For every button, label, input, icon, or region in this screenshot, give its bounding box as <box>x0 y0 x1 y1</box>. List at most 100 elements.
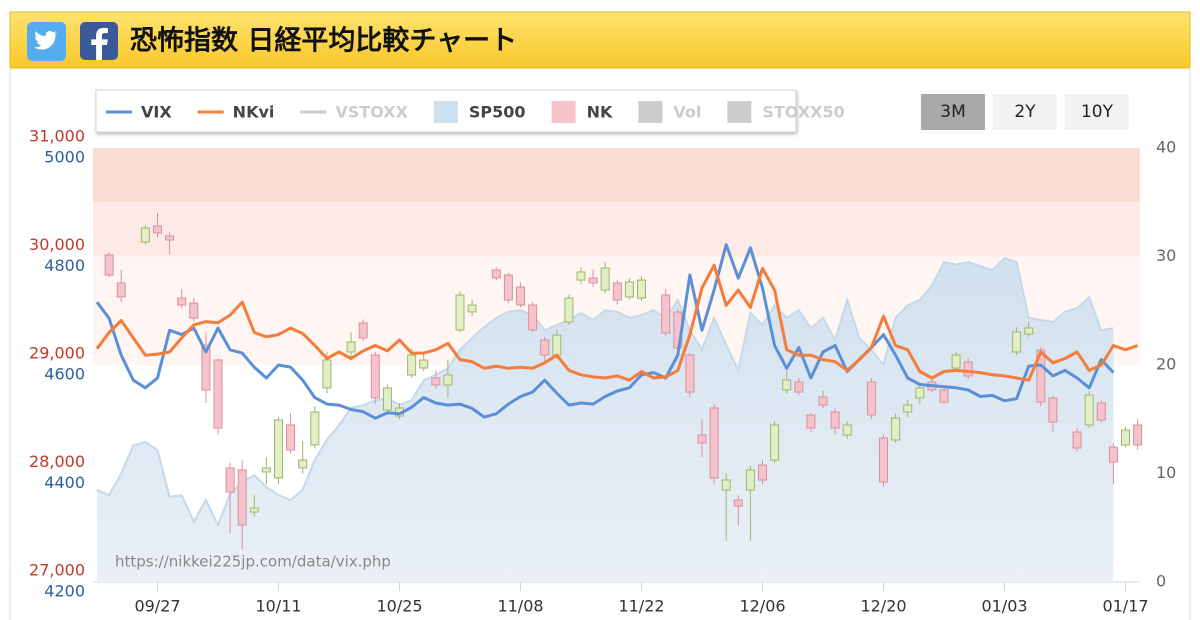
candle-body <box>600 267 610 291</box>
y-tick-label: 28,000 <box>29 452 85 471</box>
candle-body <box>903 404 913 413</box>
candle-body <box>286 424 296 451</box>
candle-body <box>1024 327 1034 335</box>
area-line <box>96 256 1114 528</box>
legend-label: Vol <box>673 103 701 122</box>
candle-body <box>939 389 949 403</box>
y-tick-label: 10 <box>1156 463 1176 482</box>
candle-body <box>830 411 840 429</box>
watermark: https://nikkei225jp.com/data/vix.php <box>115 553 391 571</box>
legend-item[interactable]: NK <box>551 101 613 123</box>
candle-body <box>842 424 852 436</box>
candle-body <box>346 341 356 353</box>
alert-band <box>93 202 1140 257</box>
candle-body <box>794 381 804 393</box>
legend-label: SP500 <box>469 103 526 122</box>
x-tick-label: 01/17 <box>1102 597 1148 616</box>
candle-body <box>225 467 235 493</box>
button-bg <box>1065 94 1129 130</box>
candle-body <box>382 387 392 411</box>
button-label: 10Y <box>1081 102 1114 122</box>
candle-body <box>189 302 199 319</box>
candle-body <box>624 281 634 298</box>
candle-body <box>370 354 380 399</box>
legend-label: NK <box>587 103 613 122</box>
candle-body <box>1012 331 1022 353</box>
facebook-icon[interactable] <box>80 22 118 60</box>
x-tick-label: 12/06 <box>739 597 785 616</box>
candle-body <box>1072 431 1082 449</box>
y-tick-label: 30,000 <box>29 235 85 254</box>
y-tick-label: 5000 <box>44 148 85 167</box>
candle-body <box>782 379 792 391</box>
candle-body <box>552 334 562 356</box>
range-button[interactable]: 3M <box>921 94 985 130</box>
y-tick-label: 27,000 <box>29 561 85 580</box>
legend-item[interactable]: Vol <box>638 101 701 123</box>
x-tick-label: 11/08 <box>497 597 543 616</box>
candle-body <box>564 297 574 323</box>
y-tick-label: 29,000 <box>29 344 85 363</box>
legend-item[interactable]: SP500 <box>433 101 526 123</box>
twitter-icon[interactable] <box>27 22 66 61</box>
candle-body <box>661 294 671 334</box>
candle-body <box>891 417 901 441</box>
candle-body <box>467 304 477 313</box>
candle-body <box>201 344 211 391</box>
y-tick-label: 4200 <box>44 582 85 601</box>
candle-body <box>1096 402 1106 421</box>
candle-body <box>503 274 513 301</box>
candle-body <box>709 407 719 479</box>
candle-body <box>443 374 453 386</box>
candle-body <box>733 499 743 507</box>
y-tick-label: 40 <box>1156 138 1176 157</box>
x-tick-label: 10/25 <box>376 597 422 616</box>
y-tick-label: 4400 <box>44 473 85 492</box>
candle-body <box>1036 349 1046 403</box>
candle-body <box>431 377 441 386</box>
candle-body <box>697 434 707 444</box>
legend-item[interactable]: STOXX50 <box>727 101 845 123</box>
legend-item[interactable]: VSTOXX <box>300 103 409 122</box>
candle-body <box>612 282 622 301</box>
plot-area: 27,000 28,000 29,000 30,000 31,000 4200 4400 46… <box>29 127 1176 616</box>
candle-body <box>140 227 150 243</box>
candle-body <box>915 387 925 399</box>
candle-body <box>165 235 175 241</box>
alert-band <box>93 148 1140 203</box>
candle-body <box>963 361 973 377</box>
x-tick-label: 10/11 <box>255 597 301 616</box>
candle-body <box>1108 446 1118 463</box>
range-button[interactable]: 10Y <box>1065 94 1129 130</box>
y-tick-label: 4800 <box>44 256 85 275</box>
candle-body <box>528 304 538 331</box>
legend-swatch <box>551 101 576 123</box>
candle-body <box>249 507 259 513</box>
candle-body <box>806 414 816 429</box>
x-tick-label: 01/03 <box>981 597 1027 616</box>
candle-body <box>758 464 767 481</box>
candle-body <box>358 322 368 339</box>
candle-body <box>951 354 961 369</box>
x-tick-label: 11/22 <box>618 597 664 616</box>
candle-body <box>407 354 417 376</box>
legend-item[interactable]: VIX <box>106 103 172 122</box>
candle-body <box>818 396 828 406</box>
candle-body <box>879 437 888 483</box>
candle-body <box>516 286 525 306</box>
candle-body <box>637 279 646 299</box>
button-bg <box>921 94 985 130</box>
candle-body <box>1048 397 1058 423</box>
button-bg <box>993 94 1057 130</box>
legend-label: STOXX50 <box>762 103 844 122</box>
button-label: 2Y <box>1014 102 1036 122</box>
candle-body <box>322 359 332 389</box>
candle-body <box>213 359 223 429</box>
candle-body <box>104 254 114 276</box>
legend-item[interactable]: NKvi <box>197 103 275 122</box>
candle-body <box>491 269 501 279</box>
candle-body <box>237 469 247 526</box>
range-button[interactable]: 2Y <box>993 94 1057 130</box>
